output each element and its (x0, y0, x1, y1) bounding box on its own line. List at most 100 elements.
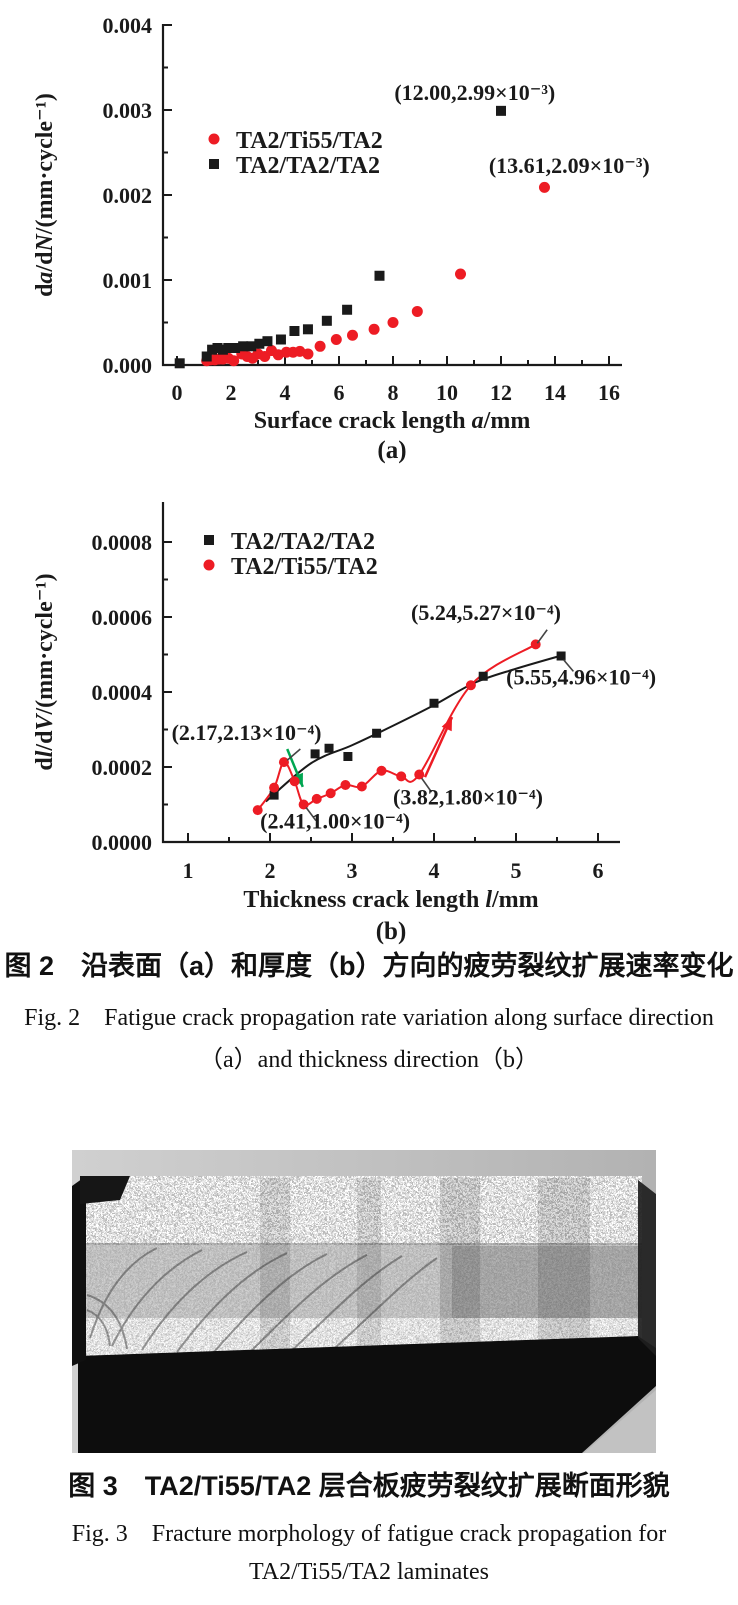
svg-text:2: 2 (265, 858, 276, 883)
chart-a: 0 2 4 6 8 10 12 14 16 0.000 0.001 0.002 0.003 0.004 (1… (32, 13, 650, 464)
point-annotation: (5.24,5.27×10⁻⁴) (411, 600, 561, 644)
svg-text:5: 5 (511, 858, 522, 883)
subfigure-label: (b) (376, 918, 407, 945)
series-TA2/TA2/TA2 (269, 651, 566, 800)
data-point (478, 671, 488, 681)
data-point (254, 338, 265, 349)
data-point (302, 324, 313, 335)
data-point (311, 793, 322, 804)
svg-text:4: 4 (280, 380, 291, 405)
ticks (163, 541, 599, 843)
tick-labels: 1 2 3 4 5 6 0.0000 0.0002 0.0004 0.0006 0.0008 (92, 530, 604, 883)
legend-label: TA2/TA2/TA2 (236, 153, 380, 179)
series-TA2/Ti55/TA2 (201, 181, 550, 367)
svg-text:(12.00,2.99×10⁻³): (12.00,2.99×10⁻³) (394, 80, 555, 105)
data-point (343, 752, 353, 761)
svg-text:0.0000: 0.0000 (92, 830, 153, 855)
tick-labels: 0 2 4 6 8 10 12 14 16 0.000 0.001 0.002 0.003 0.004 (103, 13, 621, 405)
legend-marker (209, 159, 219, 169)
data-point (174, 358, 185, 369)
data-point (278, 757, 289, 768)
svg-text:0: 0 (172, 380, 183, 405)
data-point (387, 317, 399, 328)
data-point (246, 341, 257, 352)
svg-text:0.0002: 0.0002 (92, 755, 153, 780)
data-point (376, 765, 387, 776)
svg-text:6: 6 (593, 858, 604, 883)
svg-text:0.0006: 0.0006 (92, 605, 153, 630)
data-point (414, 769, 425, 780)
legend-marker (208, 133, 220, 145)
svg-text:0.004: 0.004 (103, 13, 153, 38)
specimen-left-edge (72, 1176, 86, 1366)
data-point (455, 268, 466, 280)
data-point (201, 351, 212, 362)
y-axis-title: dl/dV/(mm·cycle⁻¹) (32, 573, 58, 770)
data-point (275, 334, 286, 345)
svg-text:(5.24,5.27×10⁻⁴): (5.24,5.27×10⁻⁴) (411, 600, 561, 625)
subfigure-label: (a) (377, 437, 406, 464)
svg-text:0.0004: 0.0004 (92, 680, 153, 705)
svg-text:2: 2 (226, 380, 237, 405)
data-point (321, 315, 332, 326)
data-point (325, 788, 336, 799)
data-point (228, 355, 240, 367)
figure2-charts: 0 2 4 6 8 10 12 14 160.0000.0010.0020.0030.004(1… (32, 13, 656, 945)
data-point (223, 343, 234, 353)
data-point (217, 344, 228, 355)
fig2-caption-zh: 图 2 沿表面（a）和厚度（b）方向的疲劳裂纹扩展速率变化 (4, 951, 734, 981)
point-annotation: (5.55,4.96×10⁻⁴) (506, 659, 656, 690)
data-point (302, 348, 314, 360)
data-point (330, 334, 342, 345)
data-point (269, 790, 279, 800)
specimen-top-left-notch (80, 1176, 130, 1204)
data-point (212, 343, 223, 353)
svg-text:12: 12 (490, 380, 512, 405)
svg-text:6: 6 (334, 380, 345, 405)
data-point (374, 270, 385, 281)
data-point (496, 105, 506, 116)
data-point (429, 698, 439, 708)
fracture-photo (72, 1150, 656, 1453)
data-point (262, 336, 273, 347)
data-point (269, 782, 280, 793)
svg-text:16: 16 (598, 380, 620, 405)
ticks (163, 24, 610, 366)
svg-text:4: 4 (429, 858, 440, 883)
fig2-caption-en-line1: Fig. 2 Fatigue crack propagation rate va… (24, 1005, 714, 1031)
data-point (314, 340, 326, 352)
specimen-shadow-bottom (78, 1336, 656, 1453)
data-point (538, 181, 550, 193)
specimen-right-edge (638, 1180, 656, 1356)
trend-line-TA2/TA2/TA2 (265, 654, 562, 803)
data-point (289, 776, 300, 787)
data-point (372, 728, 382, 738)
data-point (230, 343, 241, 353)
x-axis-title: Surface crack length a/mm (254, 408, 531, 434)
svg-text:(2.41,1.00×10⁻⁴): (2.41,1.00×10⁻⁴) (260, 809, 410, 834)
series-TA2/TA2/TA2 (174, 105, 506, 369)
point-annotation: (13.61,2.09×10⁻³) (489, 153, 650, 178)
series-TA2/Ti55/TA2 (252, 639, 541, 816)
y-axis-title: da/dN/(mm·cycle⁻¹) (32, 93, 58, 297)
x-axis-title: Thickness crack length l/mm (243, 887, 538, 913)
fig3-caption-en-line2: TA2/Ti55/TA2 laminates (249, 1559, 489, 1585)
data-point (324, 743, 334, 753)
data-point (207, 344, 218, 355)
data-point (310, 749, 320, 759)
data-point (368, 323, 380, 335)
annotation-arrow (423, 716, 454, 778)
point-annotation: (12.00,2.99×10⁻³) (394, 80, 555, 105)
svg-text:(2.17,2.13×10⁻⁴): (2.17,2.13×10⁻⁴) (172, 720, 322, 745)
svg-text:0.002: 0.002 (103, 183, 153, 208)
svg-text:0.000: 0.000 (103, 353, 153, 378)
svg-text:3: 3 (347, 858, 358, 883)
data-point (396, 771, 407, 782)
legend-label: TA2/TA2/TA2 (231, 529, 375, 555)
svg-text:1: 1 (183, 858, 194, 883)
data-point (342, 304, 353, 315)
point-annotation: (3.82,1.80×10⁻⁴) (393, 777, 543, 810)
